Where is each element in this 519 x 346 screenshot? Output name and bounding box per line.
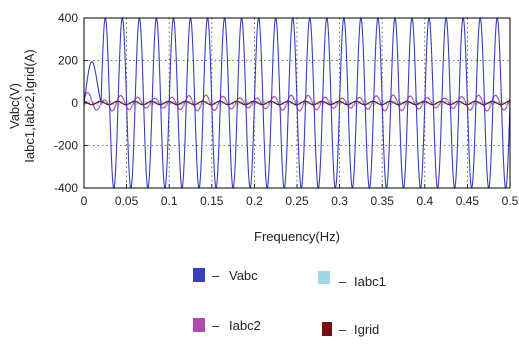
y-axis-title: Vabc(V) Iabc1,Iabc2,Igrid(A) — [7, 49, 37, 162]
x-tick-label: 0.2 — [246, 194, 263, 208]
x-tick-label: 0.15 — [200, 194, 224, 208]
legend-item-igrid: – Igrid — [322, 322, 379, 337]
x-tick-label: 0 — [81, 194, 88, 208]
legend-label-iabc2: Iabc2 — [229, 318, 261, 333]
legend-dash-vabc: – — [212, 268, 220, 283]
y-tick-label: 200 — [58, 54, 78, 68]
series-line-vabc — [83, 17, 511, 189]
y-tick-label: -200 — [54, 139, 78, 153]
y-tick-label: 400 — [58, 11, 78, 25]
legend-swatch-vabc — [193, 268, 205, 282]
legend-item-vabc: – Vabc — [193, 268, 258, 283]
y-axis-title-line-1: Vabc(V) — [7, 83, 22, 129]
x-axis-title: Frequency(Hz) — [254, 229, 340, 244]
y-tick-label: -400 — [54, 181, 78, 195]
x-tick-label: 0.45 — [456, 194, 480, 208]
x-tick-label: 0.25 — [285, 194, 309, 208]
legend-swatch-iabc1 — [318, 271, 330, 284]
y-axis-title-line-2: Iabc1,Iabc2,Igrid(A) — [22, 49, 37, 162]
legend-item-iabc1: – Iabc1 — [318, 271, 386, 289]
x-tick-label: 0.35 — [371, 194, 395, 208]
legend-swatch-iabc2 — [193, 318, 205, 332]
tick-labels: 0 0.05 0.1 0.15 0.2 0.25 0.3 0.35 0.4 0.45 0.5 -400… — [54, 11, 519, 208]
x-tick-label: 0.4 — [416, 194, 433, 208]
x-tick-label: 0.1 — [161, 194, 178, 208]
y-tick-label: 0 — [71, 96, 78, 110]
legend: – Vabc – Iabc1 – Iabc2 – Igrid — [193, 268, 386, 337]
legend-swatch-igrid — [322, 322, 332, 336]
legend-dash-iabc1: – — [339, 274, 347, 289]
plot-frame — [83, 17, 511, 189]
series-lines — [83, 17, 511, 189]
x-tick-label: 0.5 — [502, 194, 519, 208]
legend-label-iabc1: Iabc1 — [354, 274, 386, 289]
x-tick-label: 0.3 — [331, 194, 348, 208]
legend-dash-igrid: – — [339, 322, 347, 337]
legend-label-igrid: Igrid — [354, 322, 379, 337]
legend-dash-iabc2: – — [212, 318, 220, 333]
plot-border — [83, 17, 511, 189]
legend-label-vabc: Vabc — [229, 268, 258, 283]
legend-item-iabc2: – Iabc2 — [193, 318, 261, 333]
x-tick-label: 0.05 — [115, 194, 139, 208]
